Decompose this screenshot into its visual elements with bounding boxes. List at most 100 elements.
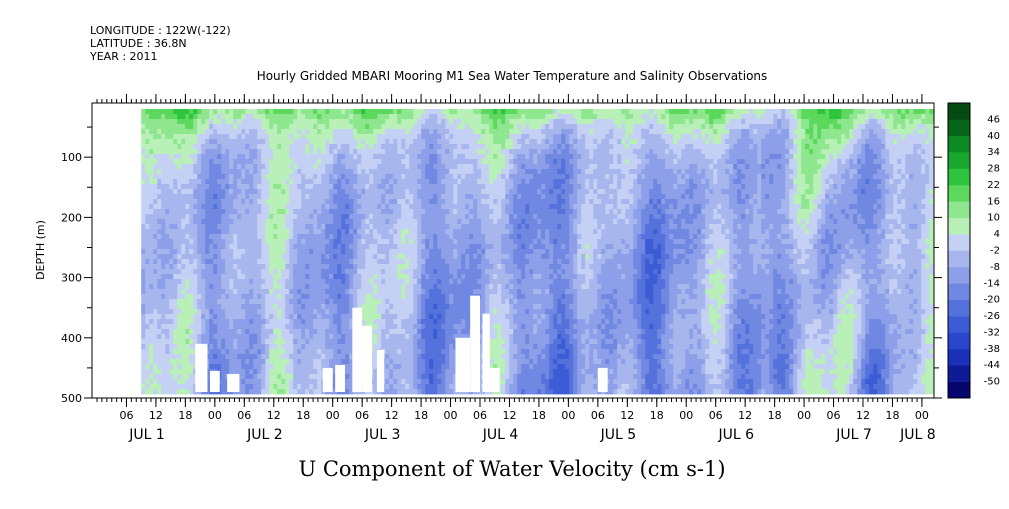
heat-cell (797, 134, 802, 140)
heat-cell (205, 139, 210, 145)
heatmap-field (141, 109, 934, 395)
heat-cell (717, 164, 722, 170)
heat-cell (433, 219, 438, 225)
heat-cell (853, 164, 858, 170)
heat-cell (849, 139, 854, 145)
heat-cell (493, 199, 498, 205)
heat-cell (541, 169, 546, 175)
heat-cell (425, 164, 430, 170)
heat-cell (397, 204, 402, 210)
heat-cell (225, 224, 230, 230)
heat-cell (449, 189, 454, 195)
heat-cell (405, 219, 410, 225)
heat-cell (661, 124, 666, 130)
heat-cell (189, 184, 194, 190)
heat-cell (269, 184, 274, 190)
heat-cell (145, 129, 150, 135)
heat-cell (529, 154, 534, 160)
heat-cell (149, 219, 154, 225)
heat-cell (889, 214, 894, 220)
heat-cell (157, 184, 162, 190)
heat-cell (441, 219, 446, 225)
heat-cell (329, 134, 334, 140)
heat-cell (577, 144, 582, 150)
heat-cell (429, 224, 434, 230)
heat-cell (837, 199, 842, 205)
heat-cell (473, 109, 478, 115)
heat-cell (481, 184, 486, 190)
heat-cell (285, 184, 290, 190)
heat-cell (637, 184, 642, 190)
heat-cell (929, 224, 934, 230)
heat-cell (581, 129, 586, 135)
heat-cell (181, 209, 186, 215)
heat-cell (781, 229, 786, 235)
heat-cell (221, 164, 226, 170)
heat-cell (393, 219, 398, 225)
heat-cell (397, 189, 402, 195)
heat-cell (229, 109, 234, 115)
heat-cell (789, 129, 794, 135)
heat-cell (833, 144, 838, 150)
heat-cell (533, 179, 538, 185)
heat-cell (317, 209, 322, 215)
heat-cell (765, 154, 770, 160)
heat-cell (885, 119, 890, 125)
heat-cell (413, 159, 418, 165)
heat-cell (609, 204, 614, 210)
heat-cell (389, 174, 394, 180)
heat-cell (729, 224, 734, 230)
heat-cell (157, 174, 162, 180)
heat-cell (649, 189, 654, 195)
heat-cell (449, 124, 454, 130)
heat-cell (665, 134, 670, 140)
heat-cell (925, 129, 930, 135)
heat-cell (705, 194, 710, 200)
heat-cell (573, 169, 578, 175)
heat-cell (189, 199, 194, 205)
heat-cell (157, 199, 162, 205)
heat-cell (577, 164, 582, 170)
heat-cell (489, 109, 494, 115)
heat-cell (685, 134, 690, 140)
heat-cell (665, 109, 670, 115)
heat-cell (821, 219, 826, 225)
heat-cell (785, 124, 790, 130)
heat-cell (289, 219, 294, 225)
heat-cell (709, 124, 714, 130)
heat-cell (809, 154, 814, 160)
heat-cell (397, 114, 402, 120)
heat-cell (321, 134, 326, 140)
heat-cell (905, 174, 910, 180)
heat-cell (657, 209, 662, 215)
heat-cell (237, 124, 242, 130)
heat-cell (361, 159, 366, 165)
heat-cell (877, 219, 882, 225)
heat-cell (405, 119, 410, 125)
heat-cell (649, 149, 654, 155)
heat-cell (721, 109, 726, 115)
heat-cell (801, 174, 806, 180)
heat-cell (269, 154, 274, 160)
heat-cell (277, 194, 282, 200)
heat-cell (885, 204, 890, 210)
heat-cell (381, 169, 386, 175)
heat-cell (909, 129, 914, 135)
heat-cell (813, 194, 818, 200)
heat-cell (753, 134, 758, 140)
heat-cell (317, 119, 322, 125)
heat-cell (717, 224, 722, 230)
heat-cell (529, 174, 534, 180)
heat-cell (817, 164, 822, 170)
heat-cell (149, 179, 154, 185)
heat-cell (901, 109, 906, 115)
heat-cell (633, 109, 638, 115)
heat-cell (401, 159, 406, 165)
heat-cell (281, 139, 286, 145)
heat-cell (729, 109, 734, 115)
heat-cell (197, 169, 202, 175)
heat-cell (413, 129, 418, 135)
heat-cell (873, 189, 878, 195)
heat-cell (789, 194, 794, 200)
heat-cell (489, 124, 494, 130)
